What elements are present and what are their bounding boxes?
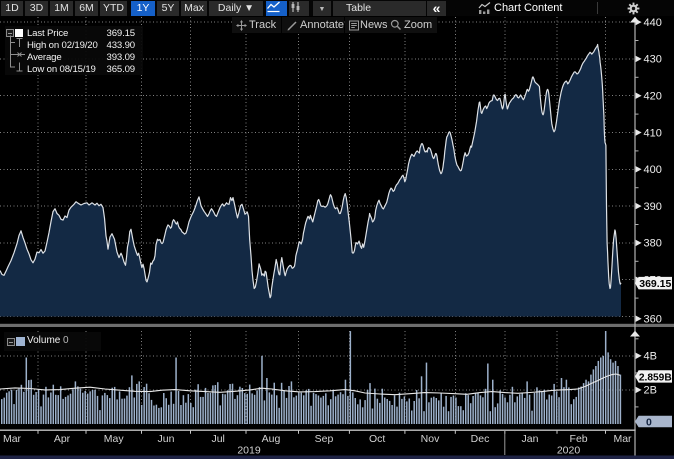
svg-text:Apr: Apr <box>54 433 71 445</box>
svg-text:2020: 2020 <box>557 445 581 457</box>
svg-text:390: 390 <box>644 201 662 213</box>
svg-text:Sep: Sep <box>315 433 334 445</box>
svg-text:360: 360 <box>644 314 662 326</box>
svg-text:Jul: Jul <box>211 433 224 445</box>
svg-text:0: 0 <box>646 416 652 428</box>
svg-text:430: 430 <box>644 54 662 66</box>
svg-text:369.15: 369.15 <box>639 278 671 290</box>
svg-text:410: 410 <box>644 127 662 139</box>
svg-text:4B: 4B <box>644 351 657 363</box>
svg-text:Nov: Nov <box>421 433 440 445</box>
svg-text:Dec: Dec <box>471 433 490 445</box>
svg-text:2019: 2019 <box>237 445 261 457</box>
svg-text:May: May <box>104 433 125 445</box>
svg-text:440: 440 <box>644 17 662 29</box>
svg-text:Feb: Feb <box>570 433 588 445</box>
svg-text:380: 380 <box>644 238 662 250</box>
svg-text:400: 400 <box>644 164 662 176</box>
svg-text:420: 420 <box>644 91 662 103</box>
svg-text:2B: 2B <box>644 385 657 397</box>
svg-text:2.859B: 2.859B <box>639 372 672 383</box>
svg-text:Aug: Aug <box>262 433 281 445</box>
svg-text:Oct: Oct <box>369 433 385 445</box>
svg-text:Jan: Jan <box>522 433 539 445</box>
svg-text:Mar: Mar <box>3 433 22 445</box>
svg-text:Mar: Mar <box>613 433 632 445</box>
svg-text:Jun: Jun <box>158 433 175 445</box>
